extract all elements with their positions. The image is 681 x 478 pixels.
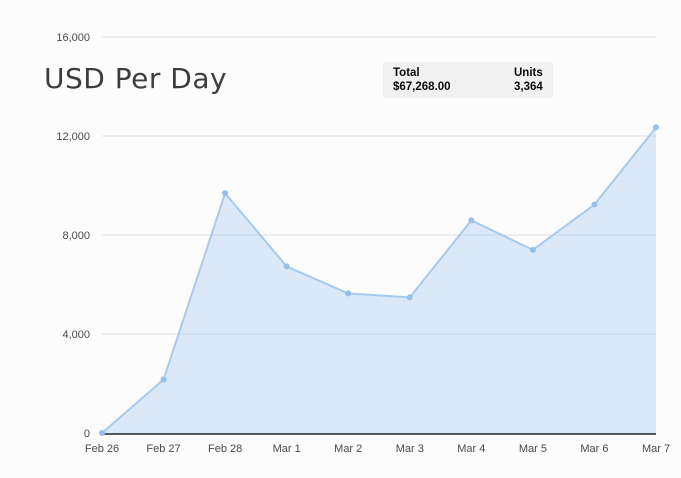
data-point-mar-2[interactable] xyxy=(345,290,352,297)
data-point-mar-6[interactable] xyxy=(591,201,598,208)
chart-title: USD Per Day xyxy=(44,62,228,95)
data-point-mar-5[interactable] xyxy=(529,246,536,253)
x-tick-label: Mar 4 xyxy=(457,443,485,455)
x-tick-label: Mar 6 xyxy=(580,443,608,455)
data-point-feb-28[interactable] xyxy=(222,190,229,197)
y-tick-label: 16,000 xyxy=(56,32,90,44)
y-tick-label: 12,000 xyxy=(56,131,90,143)
summary-units-label: Units xyxy=(514,67,543,79)
data-point-feb-26[interactable] xyxy=(99,430,105,436)
x-tick-label: Mar 3 xyxy=(396,443,424,455)
x-tick-label: Mar 5 xyxy=(519,443,547,455)
summary-units-value: 3,364 xyxy=(514,81,543,93)
x-tick-label: Feb 27 xyxy=(146,443,180,455)
summary-total: Total $67,268.00 xyxy=(393,66,514,98)
summary-box: Total $67,268.00 Units 3,364 xyxy=(383,62,553,98)
x-tick-label: Feb 26 xyxy=(85,443,119,455)
data-point-mar-3[interactable] xyxy=(406,294,413,301)
summary-units: Units 3,364 xyxy=(514,66,553,98)
y-tick-label: 0 xyxy=(84,428,90,440)
summary-total-label: Total xyxy=(393,67,420,79)
y-tick-label: 4,000 xyxy=(62,329,90,341)
data-point-mar-4[interactable] xyxy=(468,217,475,224)
data-point-mar-1[interactable] xyxy=(283,263,290,270)
x-tick-label: Feb 28 xyxy=(208,443,242,455)
series-line xyxy=(101,126,657,434)
area-fill xyxy=(102,127,656,434)
summary-total-value: $67,268.00 xyxy=(393,81,451,93)
data-point-mar-7[interactable] xyxy=(653,124,659,131)
x-tick-label: Mar 7 xyxy=(642,443,670,455)
x-tick-label: Mar 1 xyxy=(273,443,301,455)
data-point-feb-27[interactable] xyxy=(160,376,167,383)
x-tick-label: Mar 2 xyxy=(334,443,362,455)
y-tick-label: 8,000 xyxy=(62,230,90,242)
